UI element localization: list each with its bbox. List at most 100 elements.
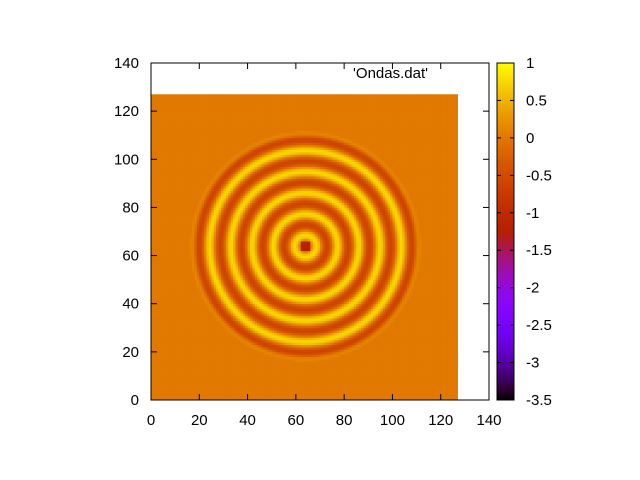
heatmap-cell — [368, 347, 372, 350]
heatmap-cell — [153, 397, 157, 401]
heatmap-cell — [184, 335, 188, 338]
heatmap-cell — [172, 337, 176, 341]
heatmap-cell — [233, 390, 236, 394]
heatmap-cell — [194, 315, 198, 319]
heatmap-cell — [404, 310, 408, 314]
heatmap-cell — [320, 395, 323, 398]
heatmap-cell — [237, 390, 241, 394]
heatmap-cell — [228, 378, 232, 382]
heatmap-cell — [327, 347, 330, 350]
heatmap-cell — [409, 339, 413, 343]
heatmap-cell — [380, 385, 384, 389]
heatmap-cell — [373, 385, 376, 389]
heatmap-cell — [221, 335, 224, 338]
heatmap-cell — [409, 347, 413, 350]
heatmap-cell — [247, 330, 251, 333]
heatmap-cell — [201, 371, 205, 374]
heatmap-cell — [382, 397, 386, 401]
heatmap-cell — [435, 318, 439, 321]
heatmap-cell — [216, 313, 219, 317]
heatmap-cell — [201, 325, 205, 329]
heatmap-cell — [172, 335, 176, 338]
heatmap-cell — [153, 385, 157, 389]
heatmap-cell — [204, 313, 207, 317]
heatmap-cell — [271, 318, 275, 321]
heatmap-cell — [351, 373, 355, 377]
heatmap-cell — [341, 375, 345, 379]
heatmap-cell — [390, 383, 393, 386]
heatmap-cell — [348, 354, 352, 358]
heatmap-cell — [358, 339, 362, 343]
heatmap-cell — [363, 306, 367, 309]
heatmap-cell — [450, 380, 454, 384]
heatmap-cell — [269, 315, 273, 319]
heatmap-cell — [418, 320, 422, 324]
heatmap-cell — [433, 383, 437, 386]
heatmap-cell — [254, 361, 258, 365]
heatmap-cell — [380, 349, 384, 353]
heatmap-cell — [404, 368, 408, 372]
heatmap-cell — [450, 368, 454, 372]
heatmap-cell — [382, 371, 386, 374]
heatmap-cell — [170, 373, 174, 377]
heatmap-cell — [327, 308, 330, 312]
heatmap-cell — [435, 390, 439, 394]
heatmap-cell — [189, 373, 193, 377]
heatmap-cell — [221, 383, 224, 386]
heatmap-cell — [151, 303, 154, 307]
heatmap-cell — [348, 310, 352, 314]
heatmap-cell — [216, 395, 219, 398]
heatmap-cell — [303, 308, 306, 312]
heatmap-cell — [370, 397, 374, 401]
heatmap-cell — [223, 378, 227, 382]
heatmap-cell — [455, 318, 458, 321]
heatmap-cell — [274, 397, 277, 401]
heatmap-cell — [399, 356, 403, 360]
heatmap-cell — [175, 366, 178, 370]
heatmap-cell — [278, 320, 282, 324]
heatmap-cell — [387, 339, 391, 343]
heatmap-cell — [423, 356, 427, 360]
heatmap-cell — [418, 330, 422, 333]
heatmap-cell — [266, 373, 270, 377]
heatmap-cell — [438, 368, 442, 372]
heatmap-cell — [177, 347, 181, 350]
heatmap-cell — [151, 392, 154, 396]
heatmap-cell — [230, 347, 234, 350]
heatmap-cell — [206, 397, 210, 401]
heatmap-cell — [380, 308, 384, 312]
heatmap-cell — [271, 332, 275, 336]
heatmap-cell — [414, 315, 417, 319]
heatmap-cell — [196, 349, 200, 353]
heatmap-cell — [351, 344, 355, 348]
heatmap-cell — [187, 342, 190, 345]
heatmap-cell — [208, 327, 212, 331]
heatmap-cell — [247, 325, 251, 329]
heatmap-cell — [397, 361, 401, 365]
heatmap-cell — [368, 375, 372, 379]
heatmap-cell — [380, 392, 384, 396]
heatmap-cell — [153, 363, 157, 367]
heatmap-cell — [288, 392, 292, 396]
heatmap-cell — [223, 371, 227, 374]
heatmap-cell — [165, 378, 169, 382]
heatmap-cell — [266, 390, 270, 394]
heatmap-cell — [274, 325, 277, 329]
heatmap-cell — [225, 313, 229, 317]
heatmap-cell — [194, 351, 198, 355]
heatmap-cell — [317, 359, 321, 362]
heatmap-cell — [298, 378, 302, 382]
heatmap-cell — [187, 395, 190, 398]
heatmap-cell — [167, 392, 171, 396]
heatmap-cell — [283, 339, 287, 343]
heatmap-cell — [431, 385, 434, 389]
heatmap-cell — [211, 361, 215, 365]
heatmap-cell — [397, 337, 401, 341]
heatmap-cell — [358, 380, 362, 384]
heatmap-cell — [211, 310, 215, 314]
heatmap-cell — [192, 322, 195, 326]
heatmap-cell — [440, 387, 444, 391]
heatmap-cell — [418, 390, 422, 394]
heatmap-cell — [242, 303, 246, 307]
heatmap-cell — [155, 395, 159, 398]
